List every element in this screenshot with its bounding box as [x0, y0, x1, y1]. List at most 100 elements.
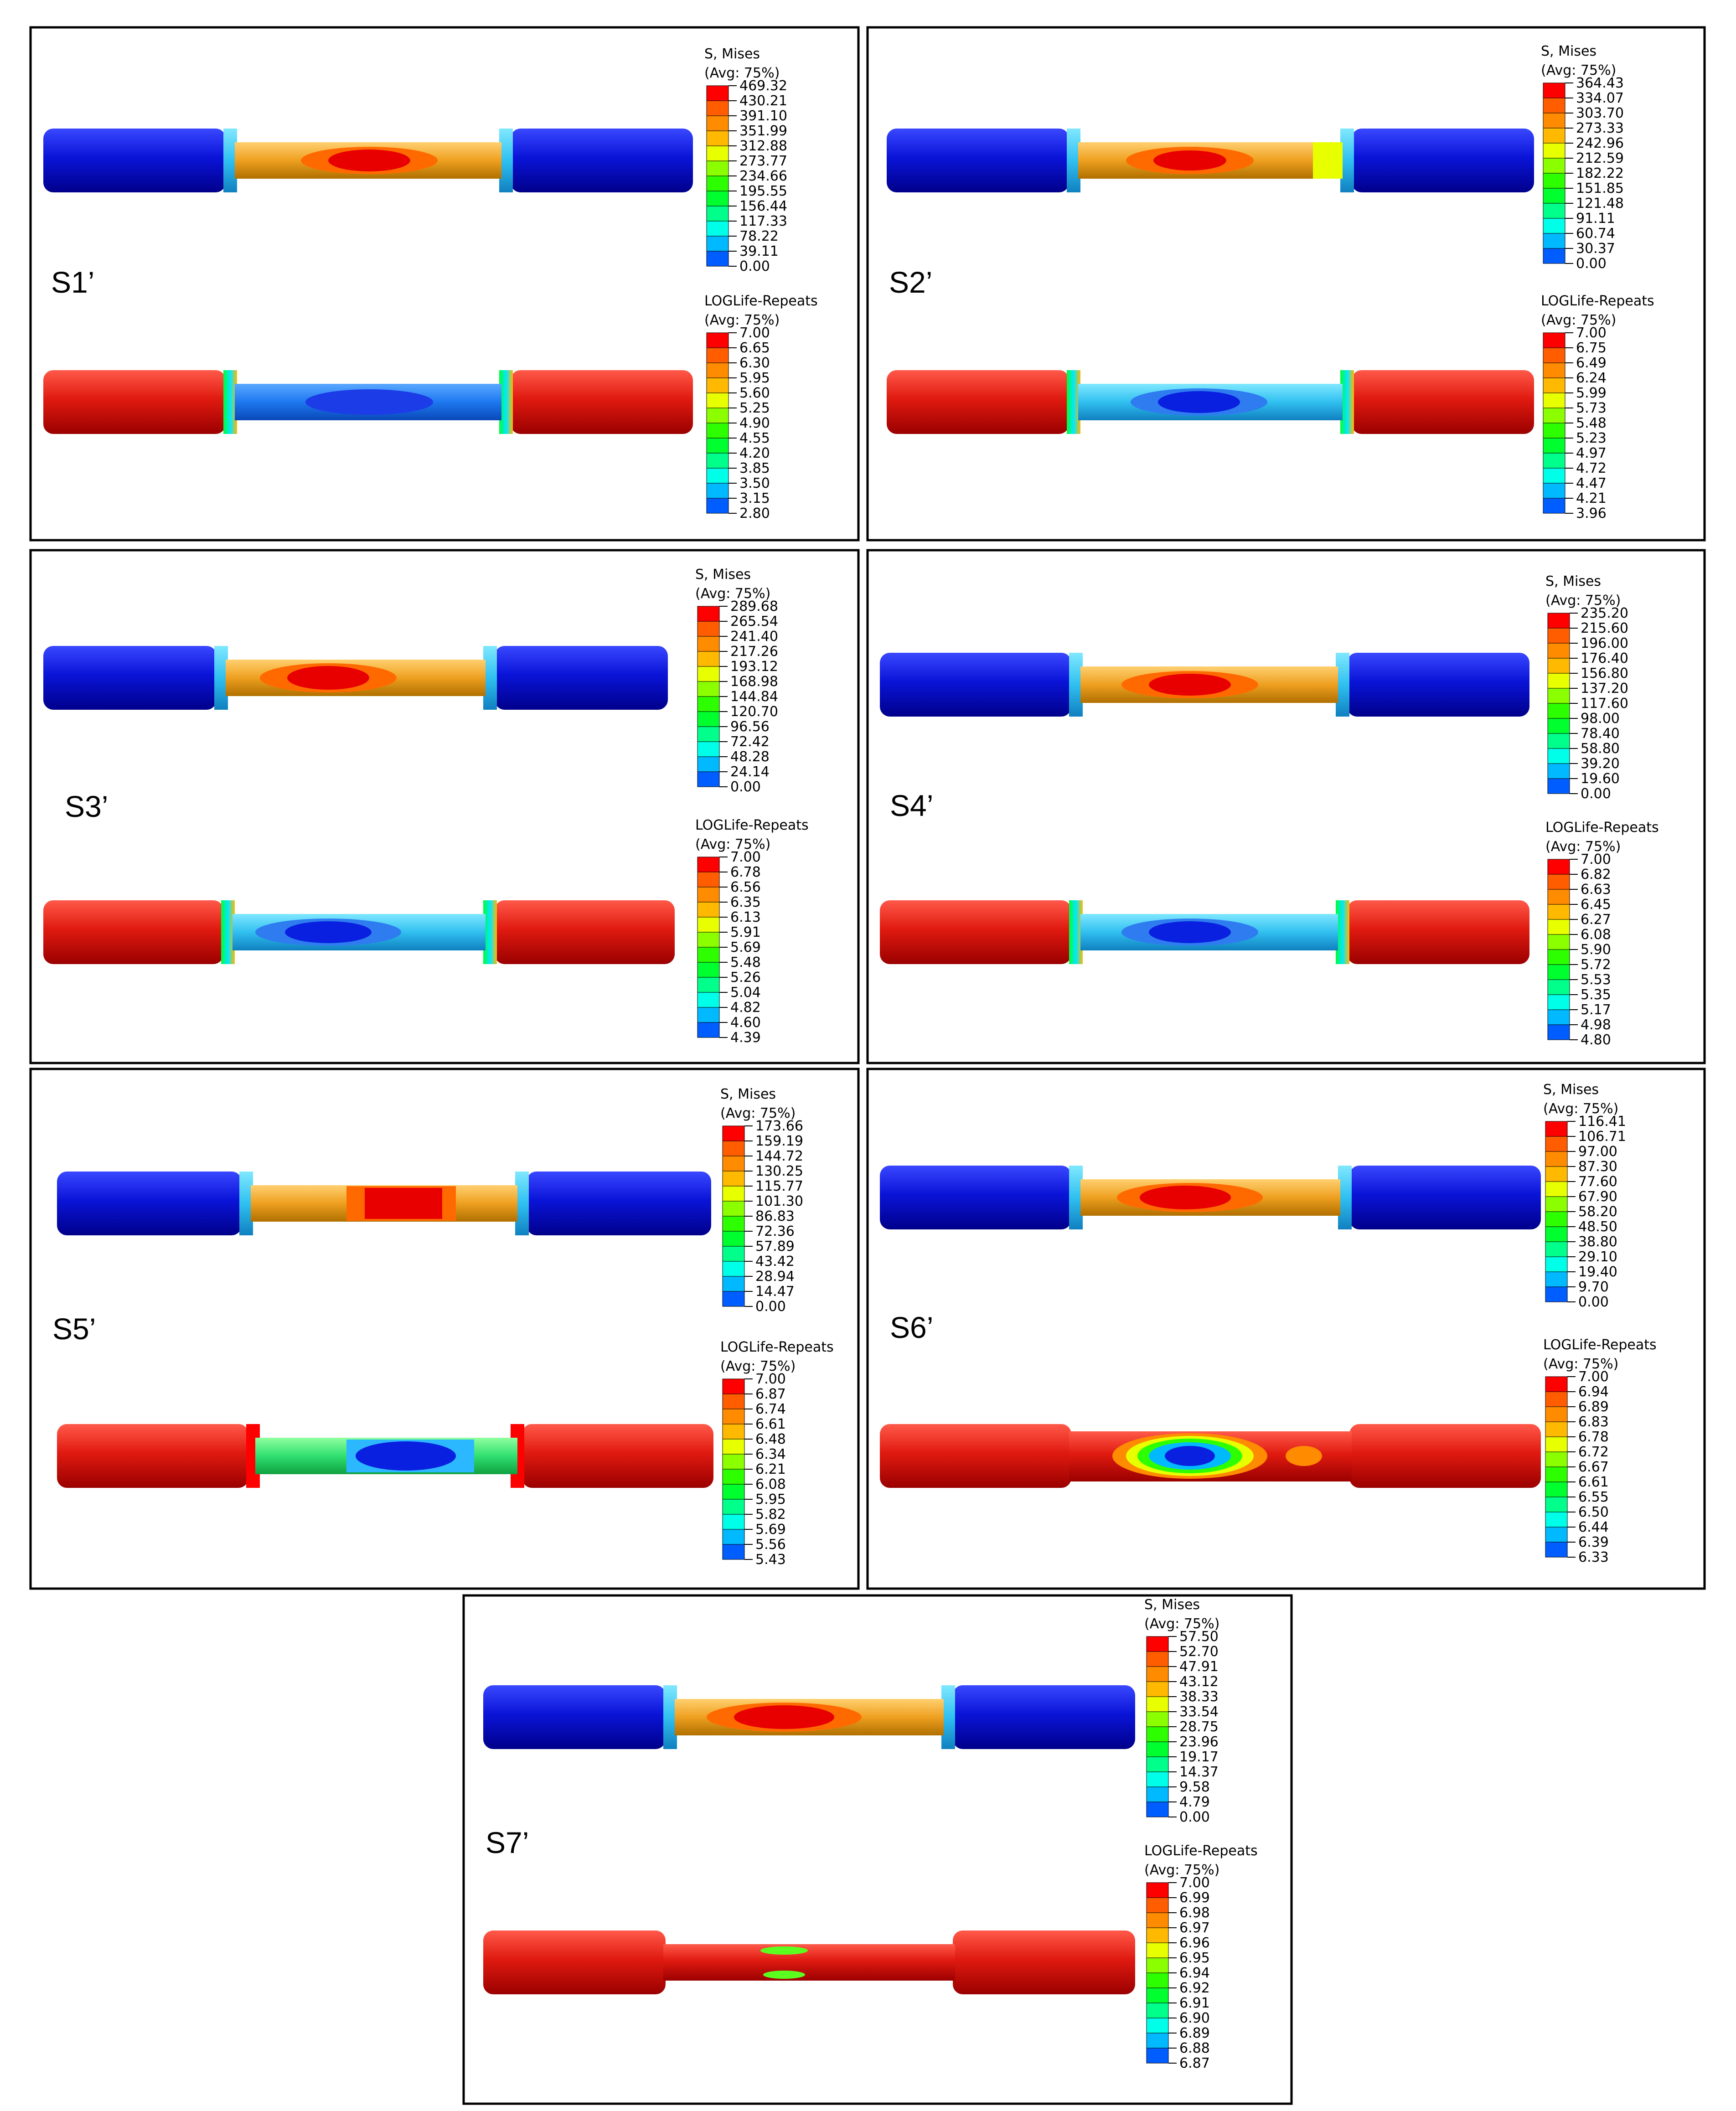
- legend-color-band: [1547, 628, 1570, 644]
- legend-color-band: [1547, 919, 1570, 935]
- legend-value: 48.28: [730, 749, 770, 765]
- legend-value: 6.89: [1578, 1399, 1609, 1415]
- legend-title: S, Mises: [1543, 1082, 1599, 1098]
- legend-color-band: [1543, 332, 1566, 348]
- legend-value: 6.13: [730, 909, 761, 925]
- legend-value: 47.91: [1179, 1659, 1219, 1675]
- legend-value: 6.39: [1578, 1534, 1609, 1550]
- max-stress-core: [365, 1188, 442, 1219]
- legend-value: 7.00: [1576, 325, 1607, 341]
- legend-color-band: [697, 741, 720, 757]
- legend-value: 7.00: [1179, 1875, 1210, 1891]
- specimen-end-left: [57, 1424, 248, 1488]
- panel-s2: S, Mises(Avg: 75%)364.43334.07303.70273.…: [866, 26, 1706, 542]
- stress-legend: S, Mises (Avg: 75%)469.32430.21391.10351.…: [704, 46, 787, 274]
- specimen-end-right: [1349, 1166, 1541, 1229]
- specimen-end-left: [43, 370, 226, 434]
- legend-value: 28.94: [755, 1269, 795, 1285]
- legend-value: 182.22: [1576, 165, 1624, 181]
- legend-color-band: [1545, 1451, 1568, 1467]
- legend-color-band: [722, 1171, 745, 1187]
- max-stress-core: [734, 1705, 834, 1729]
- legend-color-band: [697, 726, 720, 742]
- legend-subtitle: (Avg: 75%): [720, 1105, 796, 1121]
- legend-value: 5.04: [730, 985, 761, 1001]
- legend-value: 6.82: [1581, 867, 1611, 883]
- stress-specimen: [880, 1166, 1541, 1229]
- legend-subtitle: (Avg: 75%): [695, 836, 770, 852]
- legend-color-band: [706, 175, 729, 191]
- legend-color-band: [1547, 964, 1570, 980]
- legend-color-band: [697, 887, 720, 903]
- legend-subtitle: (Avg: 75%): [1541, 312, 1616, 328]
- legend-color-band: [1146, 2003, 1169, 2018]
- legend-value: 5.56: [755, 1537, 786, 1553]
- legend-color-band: [697, 872, 720, 888]
- legend-value: 9.58: [1179, 1779, 1210, 1795]
- legend-value: 28.75: [1179, 1719, 1219, 1735]
- legend-color-band: [1543, 233, 1566, 249]
- max-stress-core: [1153, 150, 1226, 170]
- legend-value: 52.70: [1179, 1644, 1219, 1660]
- legend-color-band: [1545, 1181, 1568, 1197]
- min-life-core: [1158, 391, 1240, 413]
- legend-color-band: [722, 1394, 745, 1409]
- legend-color-band: [1547, 1024, 1570, 1040]
- legend-value: 6.65: [739, 340, 770, 356]
- legend-color-band: [1547, 748, 1570, 764]
- legend-color-band: [722, 1424, 745, 1440]
- legend-color-band: [1146, 1786, 1169, 1802]
- legend-value: 6.34: [755, 1446, 786, 1462]
- legend-value: 57.50: [1179, 1629, 1219, 1645]
- legend-value: 3.85: [739, 460, 770, 476]
- legend-value: 6.30: [739, 355, 770, 371]
- legend-value: 117.33: [739, 213, 787, 229]
- legend-color-band: [1146, 1927, 1169, 1943]
- legend-color-band: [1545, 1211, 1568, 1227]
- legend-value: 3.15: [739, 490, 770, 506]
- legend-value: 6.89: [1179, 2025, 1210, 2041]
- legend-value: 6.99: [1179, 1890, 1210, 1906]
- legend-value: 5.53: [1581, 972, 1611, 988]
- legend-value: 72.36: [755, 1223, 795, 1239]
- legend-color-band: [1545, 1286, 1568, 1302]
- legend-value: 77.60: [1578, 1174, 1617, 1190]
- legend-color-band: [697, 977, 720, 993]
- legend-value: 4.20: [739, 445, 770, 461]
- min-life-core: [356, 1441, 456, 1471]
- legend-value: 391.10: [739, 108, 787, 124]
- specimen-end-left: [880, 900, 1071, 964]
- panel-frame: [29, 26, 860, 542]
- legend-color-band: [1146, 1882, 1169, 1898]
- panel-frame: [866, 549, 1706, 1064]
- specimen-end-right: [527, 1172, 711, 1235]
- specimen-end-left: [43, 129, 226, 192]
- legend-subtitle: (Avg: 75%): [1144, 1616, 1219, 1632]
- specimen-end-right: [1352, 370, 1534, 434]
- panel-s4: S, Mises(Avg: 75%)235.20215.60196.00176.…: [866, 549, 1706, 1064]
- legend-value: 6.61: [1578, 1474, 1609, 1490]
- legend-title: LOGLife-Repeats: [720, 1339, 834, 1355]
- legend-color-band: [706, 191, 729, 206]
- legend-color-band: [1146, 1741, 1169, 1757]
- legend-value: 98.00: [1581, 711, 1620, 727]
- life-specimen: [880, 900, 1529, 964]
- legend-value: 87.30: [1578, 1159, 1617, 1175]
- legend-value: 5.35: [1581, 987, 1611, 1003]
- legend-value: 5.43: [755, 1552, 786, 1568]
- legend-color-band: [1146, 1636, 1169, 1652]
- legend-value: 24.14: [730, 764, 770, 780]
- legend-value: 265.54: [730, 614, 778, 630]
- legend-color-band: [697, 711, 720, 727]
- legend-value: 2.80: [739, 506, 770, 521]
- life-legend: LOGLife-Repeats (Avg: 75%)7.006.756.496.2…: [1541, 293, 1654, 521]
- legend-value: 151.85: [1576, 181, 1624, 196]
- specimen-end-right: [953, 1930, 1135, 1994]
- legend-color-band: [1543, 143, 1566, 159]
- legend-color-band: [1543, 188, 1566, 204]
- legend-value: 6.90: [1179, 2010, 1210, 2026]
- legend-value: 0.00: [739, 258, 770, 274]
- stress-legend: S, Mises (Avg: 75%)289.68265.54241.40217.…: [695, 567, 778, 795]
- legend-color-band: [722, 1409, 745, 1425]
- legend-color-band: [1547, 994, 1570, 1010]
